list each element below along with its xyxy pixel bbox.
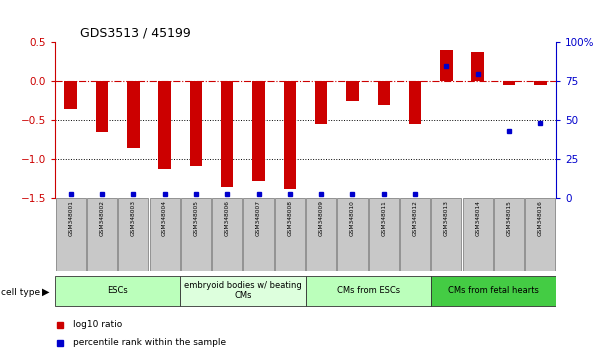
Bar bbox=[119, 198, 148, 271]
Text: cell type: cell type bbox=[1, 287, 40, 297]
Bar bbox=[252, 81, 265, 181]
Text: GSM348001: GSM348001 bbox=[68, 200, 73, 236]
Bar bbox=[378, 81, 390, 105]
Bar bbox=[150, 198, 180, 271]
Bar bbox=[158, 81, 171, 169]
Text: CMs from fetal hearts: CMs from fetal hearts bbox=[448, 286, 539, 295]
Bar bbox=[127, 81, 139, 148]
Text: GSM348011: GSM348011 bbox=[381, 200, 386, 236]
Bar bbox=[306, 198, 336, 271]
Bar bbox=[189, 81, 202, 166]
Bar bbox=[337, 198, 367, 271]
Bar bbox=[431, 276, 556, 306]
Bar bbox=[400, 198, 430, 271]
Bar bbox=[64, 81, 77, 109]
Text: CMs from ESCs: CMs from ESCs bbox=[337, 286, 400, 295]
Bar bbox=[180, 276, 306, 306]
Bar bbox=[181, 198, 211, 271]
Text: percentile rank within the sample: percentile rank within the sample bbox=[73, 338, 225, 347]
Text: ▶: ▶ bbox=[42, 287, 49, 297]
Text: GSM348004: GSM348004 bbox=[162, 200, 167, 236]
Text: GDS3513 / 45199: GDS3513 / 45199 bbox=[80, 27, 191, 40]
Bar bbox=[96, 81, 108, 132]
Text: ESCs: ESCs bbox=[108, 286, 128, 295]
Bar bbox=[244, 198, 274, 271]
Bar bbox=[534, 81, 547, 85]
Bar bbox=[346, 81, 359, 101]
Bar bbox=[212, 198, 242, 271]
Bar bbox=[306, 276, 431, 306]
Text: GSM348006: GSM348006 bbox=[225, 200, 230, 236]
Text: GSM348013: GSM348013 bbox=[444, 200, 449, 236]
Bar bbox=[472, 52, 484, 81]
Bar bbox=[525, 198, 555, 271]
Bar bbox=[409, 81, 422, 124]
Text: GSM348002: GSM348002 bbox=[100, 200, 104, 236]
Bar bbox=[463, 198, 492, 271]
Text: GSM348003: GSM348003 bbox=[131, 200, 136, 236]
Bar bbox=[55, 276, 180, 306]
Text: GSM348015: GSM348015 bbox=[507, 200, 511, 236]
Text: GSM348010: GSM348010 bbox=[350, 200, 355, 236]
Text: embryoid bodies w/ beating
CMs: embryoid bodies w/ beating CMs bbox=[184, 281, 302, 300]
Bar bbox=[315, 81, 327, 124]
Bar bbox=[275, 198, 305, 271]
Text: GSM348005: GSM348005 bbox=[194, 200, 199, 236]
Bar bbox=[221, 81, 233, 187]
Text: GSM348016: GSM348016 bbox=[538, 200, 543, 236]
Text: log10 ratio: log10 ratio bbox=[73, 320, 122, 330]
Bar bbox=[87, 198, 117, 271]
Text: GSM348007: GSM348007 bbox=[256, 200, 261, 236]
Bar bbox=[440, 50, 453, 81]
Bar bbox=[503, 81, 515, 85]
Bar bbox=[56, 198, 86, 271]
Bar bbox=[431, 198, 461, 271]
Text: GSM348014: GSM348014 bbox=[475, 200, 480, 236]
Bar bbox=[284, 81, 296, 189]
Bar bbox=[369, 198, 399, 271]
Bar bbox=[494, 198, 524, 271]
Text: GSM348012: GSM348012 bbox=[412, 200, 417, 236]
Text: GSM348008: GSM348008 bbox=[287, 200, 292, 236]
Text: GSM348009: GSM348009 bbox=[319, 200, 324, 236]
